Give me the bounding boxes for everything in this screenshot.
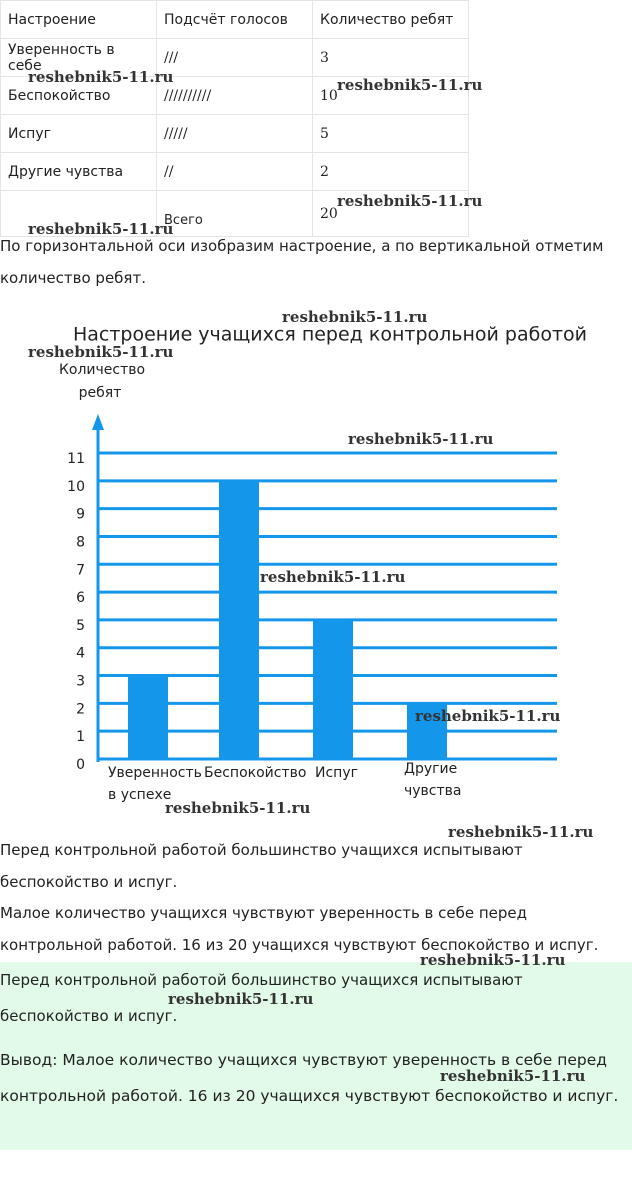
y-tick-label: 6 [76, 590, 85, 606]
paragraph: Перед контрольной работой большинство уч… [0, 841, 523, 891]
y-axis-label: ребят [79, 385, 122, 401]
cell: Испуг [0, 114, 157, 153]
watermark: reshebnik5-11.ru [348, 430, 494, 448]
cell: 20 [312, 190, 469, 237]
x-tick-label: Другие чувства [404, 761, 462, 799]
bar [219, 480, 259, 759]
y-tick-label: 8 [76, 534, 85, 550]
header-cell: Подсчёт голосов [156, 0, 313, 39]
watermark: reshebnik5-11.ru [337, 192, 483, 210]
cell: Всего [156, 190, 313, 237]
cell: Беспокойство [0, 76, 157, 115]
cell [0, 190, 157, 237]
paragraph: Вывод: Малое количество учащихся чувству… [0, 1051, 619, 1105]
chart: Настроение учащихся перед контрольной ра… [59, 324, 587, 774]
bar [313, 619, 353, 759]
y-tick-label: 2 [76, 701, 85, 717]
chart-title: Настроение учащихся перед контрольной ра… [73, 324, 587, 346]
watermark: reshebnik5-11.ru [168, 990, 314, 1008]
cell: Другие чувства [0, 152, 157, 191]
cell: ///// [156, 114, 313, 153]
watermark: reshebnik5-11.ru [165, 799, 311, 817]
answer-box: Перед контрольной работой большинство уч… [0, 962, 632, 1150]
y-axis-label: Количество [59, 362, 145, 378]
y-tick-label: 1 [76, 729, 85, 745]
y-tick-label: 4 [76, 646, 85, 662]
watermark: reshebnik5-11.ru [282, 308, 428, 326]
y-tick-label: 9 [76, 507, 85, 523]
y-tick-label: 0 [76, 757, 85, 773]
cell: ////////// [156, 76, 313, 115]
watermark: reshebnik5-11.ru [448, 823, 594, 841]
header-cell: Настроение [0, 0, 157, 39]
table: Настроение Подсчёт голосов Количество ребя… [0, 0, 469, 237]
x-tick-label: Беспокойство [204, 765, 307, 781]
cell: 2 [312, 152, 469, 191]
bar [128, 675, 168, 759]
watermark: reshebnik5-11.ru [28, 343, 174, 361]
paragraph: Перед контрольной работой большинство уч… [0, 971, 523, 1025]
watermark: reshebnik5-11.ru [28, 220, 174, 238]
y-tick-label: 11 [67, 451, 85, 467]
watermark: reshebnik5-11.ru [337, 76, 483, 94]
x-tick-label: Уверенность в успехе [108, 765, 202, 803]
watermark: reshebnik5-11.ru [260, 568, 406, 586]
axis-arrow [92, 414, 104, 430]
cell: Уверенность в себе [0, 38, 157, 77]
cell: // [156, 152, 313, 191]
paragraph: Малое количество учащихся чувствуют увер… [0, 904, 599, 954]
watermark: reshebnik5-11.ru [420, 951, 566, 969]
y-tick-label: 10 [67, 479, 85, 495]
cell: 3 [312, 38, 469, 77]
bar [407, 703, 447, 759]
paragraph: По горизонтальной оси изобразим настроен… [0, 237, 604, 287]
watermark: reshebnik5-11.ru [415, 707, 561, 725]
watermark: reshebnik5-11.ru [440, 1067, 586, 1085]
x-tick-label: Испуг [315, 765, 358, 781]
y-tick-label: 5 [76, 618, 85, 634]
y-tick-label: 3 [76, 674, 85, 690]
header-cell: Количество ребят [312, 0, 469, 39]
cell: 5 [312, 114, 469, 153]
cell: /// [156, 38, 313, 77]
y-tick-label: 7 [76, 562, 85, 578]
watermark: reshebnik5-11.ru [28, 68, 174, 86]
